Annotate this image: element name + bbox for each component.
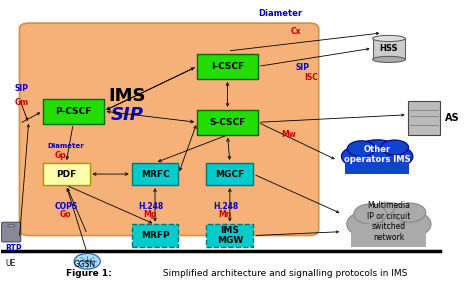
Text: Go: Go bbox=[59, 210, 71, 219]
FancyBboxPatch shape bbox=[197, 54, 258, 79]
Text: ISC: ISC bbox=[305, 73, 319, 82]
Text: MRFP: MRFP bbox=[141, 231, 169, 240]
Ellipse shape bbox=[341, 147, 373, 166]
Text: Other
operators IMS: Other operators IMS bbox=[344, 145, 410, 164]
FancyBboxPatch shape bbox=[373, 38, 405, 59]
Text: MRFC: MRFC bbox=[141, 169, 169, 178]
FancyBboxPatch shape bbox=[408, 101, 440, 135]
Ellipse shape bbox=[8, 225, 15, 227]
Ellipse shape bbox=[381, 147, 413, 166]
Text: Mw: Mw bbox=[281, 130, 296, 139]
Circle shape bbox=[74, 253, 100, 269]
FancyBboxPatch shape bbox=[346, 157, 409, 174]
Ellipse shape bbox=[381, 140, 409, 155]
Text: GGSN: GGSN bbox=[73, 260, 95, 269]
Text: Gp: Gp bbox=[55, 151, 66, 160]
Ellipse shape bbox=[393, 212, 431, 237]
Text: SIP: SIP bbox=[295, 63, 310, 72]
Ellipse shape bbox=[365, 203, 412, 225]
Text: H.248: H.248 bbox=[213, 202, 239, 211]
Ellipse shape bbox=[393, 203, 426, 222]
FancyBboxPatch shape bbox=[207, 163, 253, 185]
FancyBboxPatch shape bbox=[1, 222, 21, 242]
Ellipse shape bbox=[347, 212, 384, 237]
FancyBboxPatch shape bbox=[207, 225, 253, 247]
FancyBboxPatch shape bbox=[19, 23, 319, 235]
Text: Gm: Gm bbox=[15, 98, 29, 107]
Text: Figure 1:: Figure 1: bbox=[66, 269, 112, 278]
Text: AS: AS bbox=[445, 113, 460, 123]
FancyBboxPatch shape bbox=[43, 99, 104, 124]
FancyBboxPatch shape bbox=[43, 163, 90, 185]
Ellipse shape bbox=[349, 147, 405, 170]
Ellipse shape bbox=[356, 212, 421, 242]
Text: SIP: SIP bbox=[110, 106, 144, 124]
Text: RTP: RTP bbox=[5, 244, 22, 253]
Text: IMS
MGW: IMS MGW bbox=[217, 226, 243, 245]
Text: Mn: Mn bbox=[218, 210, 231, 219]
Ellipse shape bbox=[347, 141, 375, 157]
FancyBboxPatch shape bbox=[132, 163, 178, 185]
FancyBboxPatch shape bbox=[351, 224, 426, 247]
Text: HSS: HSS bbox=[380, 44, 398, 53]
Text: I-CSCF: I-CSCF bbox=[211, 62, 244, 71]
Ellipse shape bbox=[373, 56, 405, 62]
Text: Diameter: Diameter bbox=[258, 9, 302, 18]
Text: PDF: PDF bbox=[56, 169, 76, 178]
Text: COPS: COPS bbox=[55, 202, 78, 211]
Ellipse shape bbox=[354, 204, 386, 224]
FancyBboxPatch shape bbox=[132, 225, 178, 247]
Text: IMS: IMS bbox=[108, 87, 146, 105]
Text: Cx: Cx bbox=[291, 27, 301, 36]
Text: Mp: Mp bbox=[143, 210, 156, 219]
Text: Diameter: Diameter bbox=[47, 143, 84, 149]
Text: SIP: SIP bbox=[15, 84, 29, 93]
Text: P-CSCF: P-CSCF bbox=[55, 107, 91, 116]
Text: Multimedia
IP or circuit
switched
network: Multimedia IP or circuit switched networ… bbox=[367, 201, 410, 242]
Text: Simplified architecture and signalling protocols in IMS: Simplified architecture and signalling p… bbox=[160, 269, 407, 278]
Ellipse shape bbox=[357, 140, 397, 157]
Ellipse shape bbox=[373, 35, 405, 42]
Text: H.248: H.248 bbox=[139, 202, 164, 211]
Text: MGCF: MGCF bbox=[215, 169, 245, 178]
Text: S-CSCF: S-CSCF bbox=[210, 118, 246, 127]
Text: UE: UE bbox=[5, 259, 16, 268]
FancyBboxPatch shape bbox=[197, 110, 258, 135]
